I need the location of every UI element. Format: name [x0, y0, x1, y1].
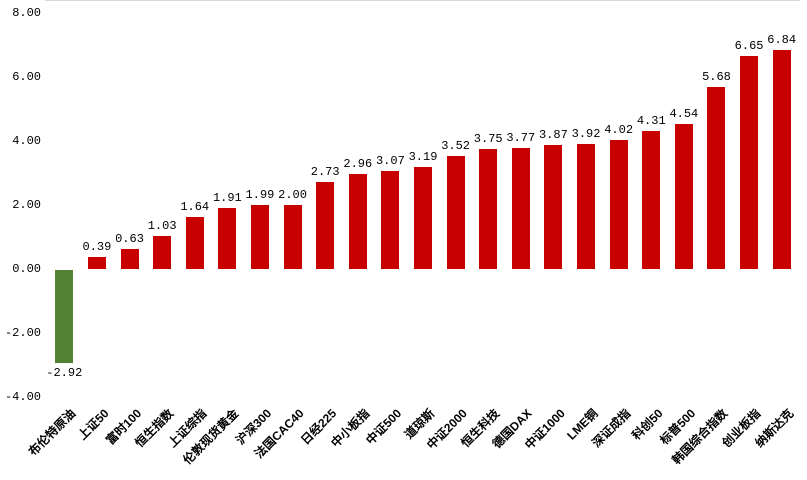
y-axis-tick-label: 8.00	[12, 6, 41, 20]
bar-value-label: 1.64	[180, 199, 210, 214]
bar	[577, 143, 596, 269]
bar	[153, 236, 172, 269]
x-axis-category-label: 布伦特原油	[26, 406, 79, 459]
bar-value-label: 6.65	[734, 39, 764, 54]
bar	[609, 140, 628, 269]
bar-value-label: 5.68	[702, 70, 731, 85]
bar	[674, 123, 693, 269]
bar-value-label: 0.39	[82, 239, 112, 254]
bar	[348, 174, 367, 269]
bar	[316, 181, 335, 269]
bar-value-label: 3.07	[375, 153, 405, 168]
bar	[544, 145, 563, 269]
bar	[185, 216, 204, 269]
bar	[642, 131, 661, 269]
bar-value-label: 4.31	[636, 114, 666, 129]
bar	[446, 156, 465, 269]
bar	[55, 270, 74, 364]
bar	[740, 56, 759, 269]
bar-value-label: 1.03	[147, 219, 177, 234]
y-axis-tick-label: -4.00	[4, 390, 41, 404]
bar	[250, 205, 269, 269]
bar-value-label: 0.63	[115, 231, 144, 246]
y-axis-tick-label: 0.00	[12, 262, 41, 276]
bar	[218, 207, 237, 269]
bar	[283, 205, 302, 269]
bar-value-label: 2.00	[278, 188, 307, 202]
bar-value-label: 6.84	[767, 33, 797, 48]
bar-value-label: 1.99	[245, 188, 275, 203]
x-axis-category-label: 中证500	[363, 406, 405, 448]
bar-value-label: 2.73	[310, 164, 340, 179]
bar-value-label: 3.52	[441, 139, 470, 154]
bar	[707, 87, 726, 269]
bar-value-label: 4.54	[669, 106, 699, 121]
bar	[511, 148, 530, 269]
bar-value-label: 4.02	[604, 123, 634, 138]
bar-value-label: 3.92	[571, 126, 601, 141]
bar	[120, 248, 139, 269]
bar	[414, 166, 432, 269]
bar-value-label: 3.77	[506, 131, 536, 146]
bar-value-label: 3.87	[539, 128, 568, 143]
y-axis-tick-label: 2.00	[12, 198, 41, 212]
bar	[772, 50, 791, 269]
bar	[479, 149, 498, 269]
bar-value-label: 3.75	[473, 132, 503, 146]
bar-value-label: 1.91	[212, 190, 242, 205]
y-axis-tick-label: 4.00	[12, 134, 41, 148]
y-axis-tick-label: 6.00	[12, 70, 41, 84]
bar	[87, 256, 106, 269]
bar	[381, 170, 400, 269]
bar-value-label: -2.92	[46, 366, 83, 381]
y-axis-tick-label: -2.00	[4, 326, 41, 340]
bar-value-label: 2.96	[343, 157, 373, 172]
bar-value-label: 3.19	[408, 149, 438, 164]
zero-gridline	[45, 0, 800, 1]
